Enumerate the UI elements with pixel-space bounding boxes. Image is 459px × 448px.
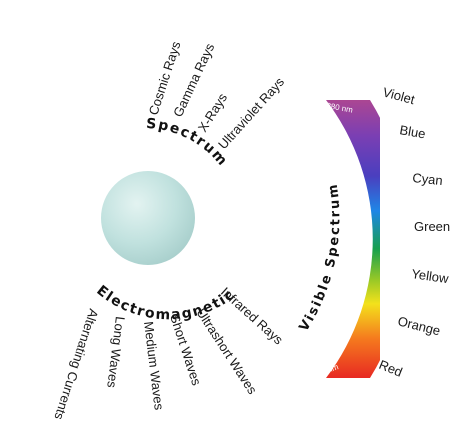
label-short-waves: Short Waves [167,312,204,387]
title-visible-spectrum-path: Visible Spectrum [297,182,342,335]
color-label-orange: Orange [396,313,442,338]
color-label-red: Red [377,357,405,380]
color-label-green: Green [414,219,450,234]
color-label-cyan: Cyan [412,170,444,188]
color-label-blue: Blue [398,122,426,141]
color-label-violet: Violet [381,84,416,107]
color-label-yellow: Yellow [411,266,450,286]
label-medium-waves: Medium Waves [141,321,167,412]
label-alternating-currents: Alternating Currents [51,307,101,422]
title-visible-spectrum: Visible Spectrum [297,182,344,335]
label-ultraviolet-rays: Ultraviolet Rays [215,74,287,152]
label-x-rays: X-Rays [195,90,231,135]
label-long-waves: Long Waves [104,316,128,390]
sphere [101,171,195,265]
